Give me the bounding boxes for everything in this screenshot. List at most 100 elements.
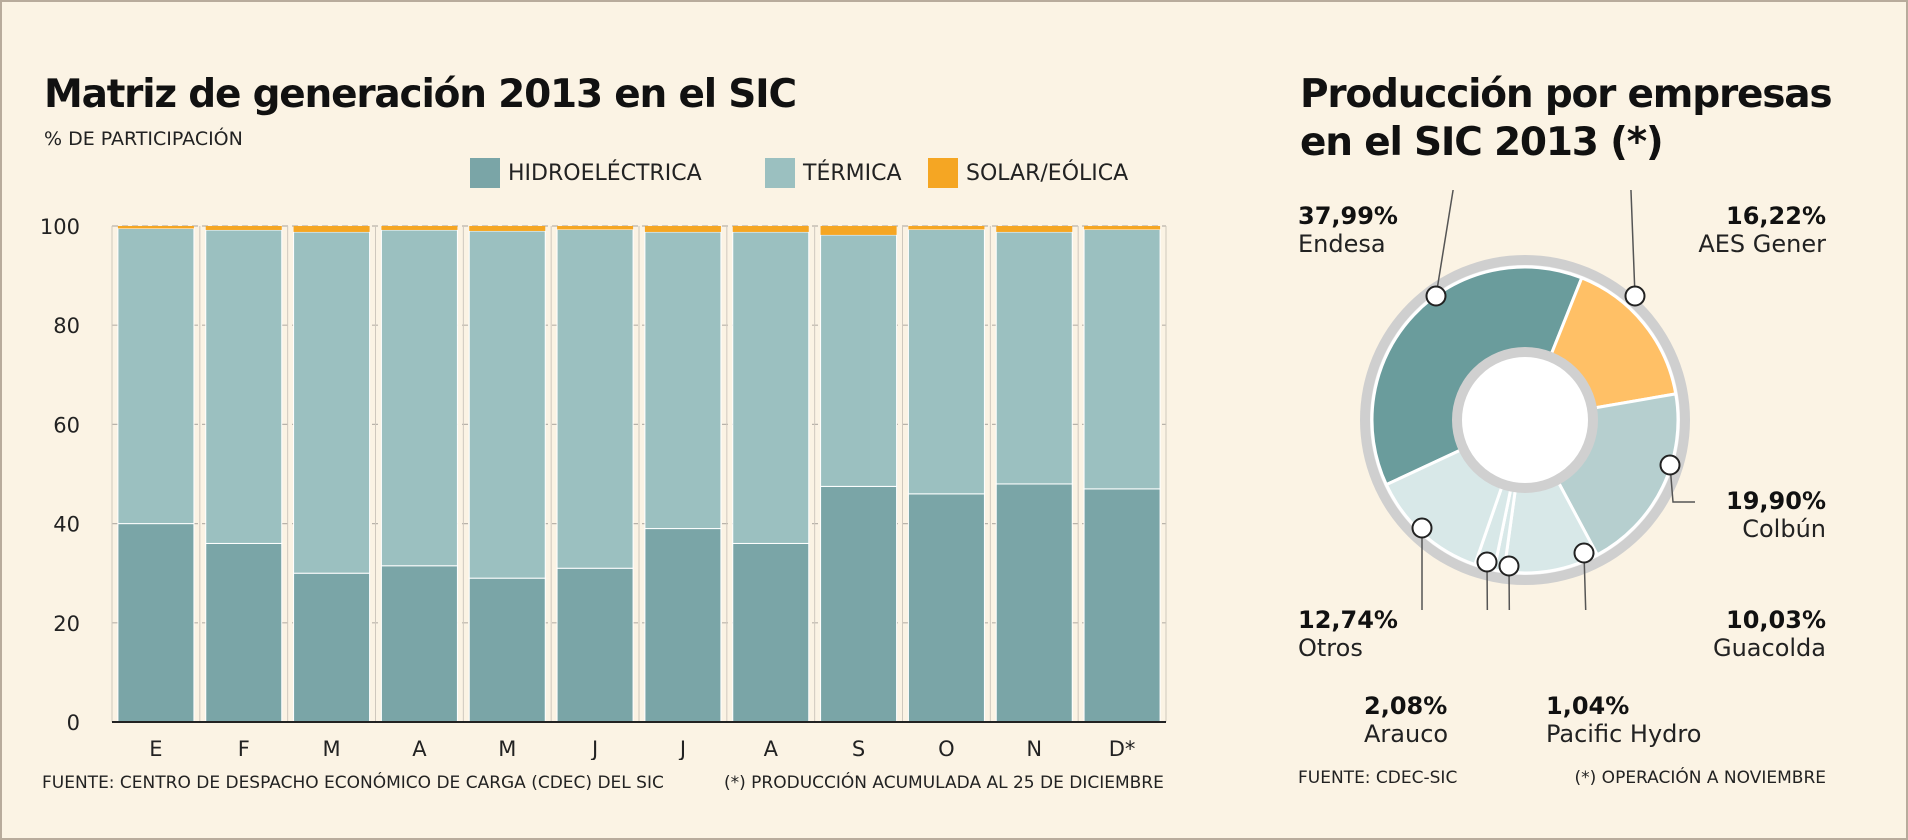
label-otros: 12,74% Otros bbox=[1298, 606, 1398, 662]
bar-hidro bbox=[1083, 488, 1161, 723]
label-arauco-name: Arauco bbox=[1364, 720, 1449, 748]
bar-hidro bbox=[293, 572, 371, 723]
bar-solar bbox=[381, 226, 458, 230]
left-footnote-source: FUENTE: CENTRO DE DESPACHO ECONÓMICO DE … bbox=[42, 773, 664, 793]
leader-line bbox=[1583, 552, 1587, 610]
label-aes: 16,22% AES Gener bbox=[1698, 202, 1826, 258]
legend-label-hidro: HIDROELÉCTRICA bbox=[508, 160, 702, 186]
x-tick-label: N bbox=[1026, 737, 1042, 760]
bar-hidro bbox=[732, 542, 810, 723]
bar-solar bbox=[117, 226, 194, 229]
donut-center-hole bbox=[1452, 347, 1598, 493]
y-tick-label: 100 bbox=[40, 215, 80, 239]
legend-swatch-hidro bbox=[470, 158, 500, 188]
bar-termica bbox=[380, 229, 458, 567]
bar-solar bbox=[293, 226, 370, 232]
label-aes-value: 16,22% bbox=[1726, 202, 1826, 230]
bar-hidro bbox=[117, 523, 195, 723]
bar-solar bbox=[205, 226, 282, 230]
label-arauco-value: 2,08% bbox=[1364, 692, 1448, 720]
y-tick-label: 0 bbox=[67, 711, 80, 735]
label-guacolda: 10,03% Guacolda bbox=[1713, 606, 1826, 662]
bar-termica bbox=[1083, 228, 1161, 490]
x-tick-label: A bbox=[412, 737, 427, 760]
leader-marker bbox=[1425, 285, 1447, 307]
bar-hidro bbox=[995, 483, 1073, 723]
label-otros-value: 12,74% bbox=[1298, 606, 1398, 634]
left-footnote-note: (*) PRODUCCIÓN ACUMULADA AL 25 DE DICIEM… bbox=[724, 773, 1164, 793]
label-endesa: 37,99% Endesa bbox=[1298, 202, 1398, 258]
bar-hidro bbox=[556, 567, 634, 723]
right-chart-title-line1: Producción por empresas bbox=[1300, 72, 1833, 117]
right-footnote-note: (*) OPERACIÓN A NOVIEMBRE bbox=[1574, 768, 1826, 788]
label-pacific-hydro: 1,04% Pacific Hydro bbox=[1546, 692, 1701, 748]
bar-termica bbox=[995, 231, 1073, 485]
bar-hidro bbox=[907, 493, 985, 723]
leader-marker bbox=[1498, 555, 1520, 577]
legend-label-termica: TÉRMICA bbox=[803, 160, 902, 186]
right-footnote-source: FUENTE: CDEC-SIC bbox=[1298, 768, 1458, 788]
leader-line bbox=[1435, 190, 1454, 297]
leader-marker bbox=[1624, 285, 1646, 307]
x-tick-label: E bbox=[149, 737, 162, 760]
y-tick-label: 40 bbox=[53, 513, 80, 537]
bar-solar bbox=[469, 226, 546, 231]
x-tick-label: J bbox=[678, 737, 686, 760]
leader-marker bbox=[1411, 517, 1433, 539]
left-chart-title: Matriz de generación 2013 en el SIC bbox=[44, 72, 797, 117]
bar-solar bbox=[1084, 226, 1161, 230]
label-arauco: 2,08% Arauco bbox=[1364, 692, 1448, 748]
y-tick-label: 20 bbox=[53, 612, 80, 636]
bar-hidro bbox=[644, 528, 722, 723]
bar-hidro bbox=[820, 485, 898, 723]
leader-line bbox=[1421, 528, 1423, 610]
bar-termica bbox=[820, 234, 898, 487]
donut-chart bbox=[1360, 190, 1695, 610]
x-tick-label: M bbox=[323, 737, 341, 760]
label-colbun: 19,90% Colbún bbox=[1726, 487, 1826, 543]
leader-marker bbox=[1476, 551, 1498, 573]
bar-termica bbox=[556, 228, 634, 569]
leader-marker bbox=[1659, 454, 1681, 476]
x-tick-label: D* bbox=[1109, 737, 1136, 760]
right-chart-title-line2: en el SIC 2013 (*) bbox=[1300, 120, 1664, 165]
bar-termica bbox=[293, 231, 371, 574]
label-guacolda-value: 10,03% bbox=[1726, 606, 1826, 634]
label-endesa-name: Endesa bbox=[1298, 230, 1386, 258]
leader-line bbox=[1669, 464, 1695, 503]
x-tick-label: M bbox=[498, 737, 516, 760]
bar-solar bbox=[557, 226, 634, 230]
bar-solar bbox=[820, 226, 897, 235]
bar-hidro bbox=[468, 577, 546, 723]
bar-solar bbox=[732, 226, 809, 232]
bar-solar bbox=[996, 226, 1073, 232]
legend-swatch-termica bbox=[765, 158, 795, 188]
label-guacolda-name: Guacolda bbox=[1712, 634, 1826, 662]
label-endesa-value: 37,99% bbox=[1298, 202, 1398, 230]
x-tick-label: J bbox=[590, 737, 598, 760]
x-tick-label: S bbox=[852, 737, 865, 760]
bar-solar bbox=[644, 226, 721, 232]
legend-swatch-solar bbox=[928, 158, 958, 188]
bar-termica bbox=[205, 229, 283, 544]
bar-termica bbox=[732, 231, 810, 544]
y-tick-label: 80 bbox=[53, 314, 80, 338]
stacked-bar-chart: 0 20 40 60 80 100 E F M A M J J A S O N D* bbox=[40, 215, 1167, 760]
leader-marker bbox=[1573, 542, 1595, 564]
leader-line bbox=[1630, 190, 1636, 297]
bar-termica bbox=[117, 227, 195, 525]
legend: HIDROELÉCTRICA TÉRMICA SOLAR/EÓLICA bbox=[470, 158, 1128, 188]
x-tick-label: F bbox=[238, 737, 250, 760]
left-chart-subtitle: % DE PARTICIPACIÓN bbox=[44, 128, 243, 150]
label-colbun-value: 19,90% bbox=[1726, 487, 1826, 515]
label-pacific-hydro-name: Pacific Hydro bbox=[1546, 720, 1702, 748]
bar-solar bbox=[908, 226, 985, 230]
legend-label-solar: SOLAR/EÓLICA bbox=[966, 160, 1129, 186]
label-aes-name: AES Gener bbox=[1698, 230, 1826, 258]
label-pacific-hydro-value: 1,04% bbox=[1546, 692, 1630, 720]
y-tick-label: 60 bbox=[53, 413, 80, 437]
bar-termica bbox=[907, 228, 985, 495]
x-tick-label: A bbox=[764, 737, 779, 760]
bar-termica bbox=[468, 230, 546, 579]
label-otros-name: Otros bbox=[1298, 634, 1363, 662]
